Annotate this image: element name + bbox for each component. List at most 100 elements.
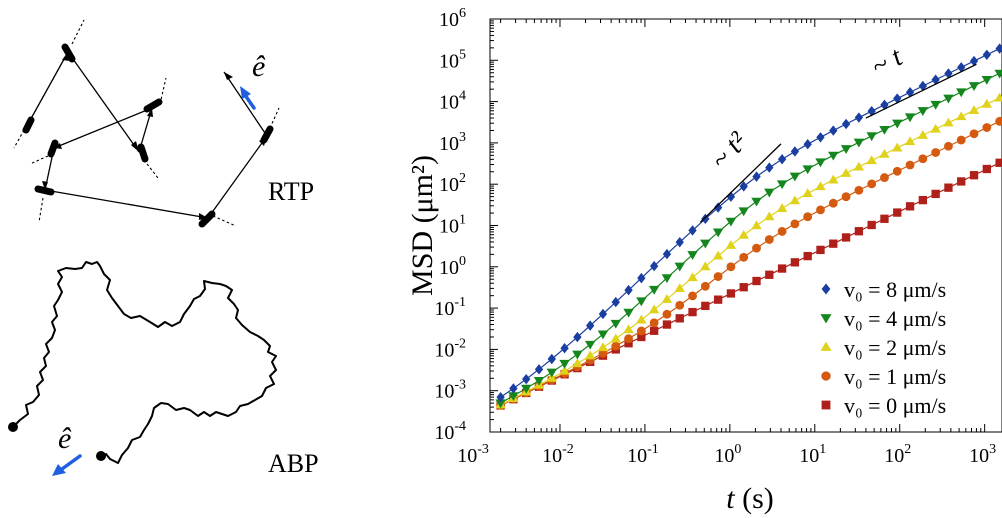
data-point <box>637 332 646 342</box>
data-point <box>649 260 659 272</box>
data-point <box>968 82 980 92</box>
data-point <box>982 164 991 174</box>
data-point <box>725 240 737 249</box>
data-point <box>867 179 877 189</box>
abp-trajectory <box>12 261 277 464</box>
y-tick-label: 103 <box>439 130 466 155</box>
y-tick-label: 10-2 <box>434 336 466 361</box>
data-point <box>533 376 545 386</box>
data-point <box>752 171 761 182</box>
data-point <box>534 364 544 375</box>
data-point <box>777 154 787 165</box>
abp-e-hat-label: ê <box>58 422 72 455</box>
data-point <box>853 161 865 171</box>
data-point <box>648 285 660 295</box>
data-point <box>636 326 646 336</box>
data-point <box>816 132 825 143</box>
bacteria-bodies <box>22 43 274 228</box>
data-point <box>636 297 647 307</box>
y-tick-label: 100 <box>439 254 466 279</box>
data-point <box>816 245 825 255</box>
legend-label: v₀ = 8 μm/s <box>844 277 946 302</box>
data-point <box>739 283 748 292</box>
series-2 <box>495 92 1002 409</box>
data-point <box>521 384 532 394</box>
msd-chart: 10-3 10-2 10-1 100 101 102 10310-410-310-210-1… <box>406 6 1002 515</box>
slope-t2-line <box>699 143 782 223</box>
y-tick-label: 104 <box>439 89 466 114</box>
data-point <box>943 94 954 104</box>
data-point <box>956 111 967 121</box>
x-axis-label: t (s) <box>726 482 774 515</box>
legend: v₀ = 8 μm/s v₀ = 4 μm/s v₀ = 2 μm/s v₀ = 1 … <box>820 277 946 418</box>
y-tick-label: 101 <box>439 213 466 238</box>
y-tick-label: 10-3 <box>434 378 466 403</box>
data-point <box>584 350 596 360</box>
data-point <box>611 296 620 308</box>
data-point <box>905 160 915 170</box>
data-point <box>675 236 684 248</box>
data-point <box>918 154 928 164</box>
data-point <box>701 301 710 311</box>
data-point <box>662 248 672 260</box>
data-point <box>776 203 788 212</box>
data-point <box>994 69 1002 79</box>
x-tick-label: 100 <box>714 442 741 467</box>
data-point <box>687 251 698 260</box>
data-point <box>893 208 902 217</box>
data-point <box>712 250 724 260</box>
data-point <box>776 180 788 190</box>
x-tick-label: 10-3 <box>457 442 489 467</box>
series-line-1 <box>500 120 1000 406</box>
legend-marker <box>821 371 831 381</box>
data-point <box>931 189 940 199</box>
data-point <box>880 173 889 182</box>
rtp-dashes <box>13 19 280 227</box>
y-tick-label: 106 <box>439 6 466 31</box>
data-point <box>777 264 787 273</box>
data-point <box>752 243 761 253</box>
data-point <box>982 123 992 132</box>
data-point <box>866 155 877 165</box>
data-point <box>726 262 736 272</box>
data-point <box>917 130 929 139</box>
data-point <box>944 68 953 79</box>
rtp-schematic <box>13 19 280 228</box>
data-point <box>994 92 1002 102</box>
data-point <box>572 358 583 368</box>
legend-label: v₀ = 1 μm/s <box>844 364 946 389</box>
legend-label: v₀ = 0 μm/s <box>844 393 946 418</box>
data-point <box>598 308 608 320</box>
data-point <box>816 205 825 215</box>
data-point <box>982 49 991 61</box>
data-point <box>700 281 710 291</box>
data-point <box>802 188 813 198</box>
rtp-e-hat-label: ê <box>252 50 266 83</box>
data-point <box>854 112 864 123</box>
legend-marker <box>820 314 832 324</box>
rtp-label: RTP <box>268 177 314 206</box>
data-point <box>854 185 864 195</box>
data-point <box>739 181 748 192</box>
data-point <box>931 148 941 157</box>
data-point <box>739 252 749 262</box>
data-point <box>829 125 838 136</box>
data-point <box>751 220 762 230</box>
data-point <box>968 105 980 114</box>
data-point <box>917 107 929 116</box>
data-point <box>725 217 737 227</box>
data-point <box>559 359 570 369</box>
data-point <box>765 270 774 279</box>
data-point <box>803 251 812 261</box>
data-point <box>840 168 852 177</box>
data-point <box>597 330 609 340</box>
data-point <box>662 309 672 319</box>
data-point <box>546 368 557 378</box>
x-tick-label: 10-1 <box>627 442 659 467</box>
data-point <box>789 195 801 205</box>
legend-label: v₀ = 4 μm/s <box>844 306 946 331</box>
data-point <box>841 233 851 242</box>
data-point <box>957 62 966 73</box>
data-point <box>573 331 582 343</box>
data-point <box>764 235 774 244</box>
